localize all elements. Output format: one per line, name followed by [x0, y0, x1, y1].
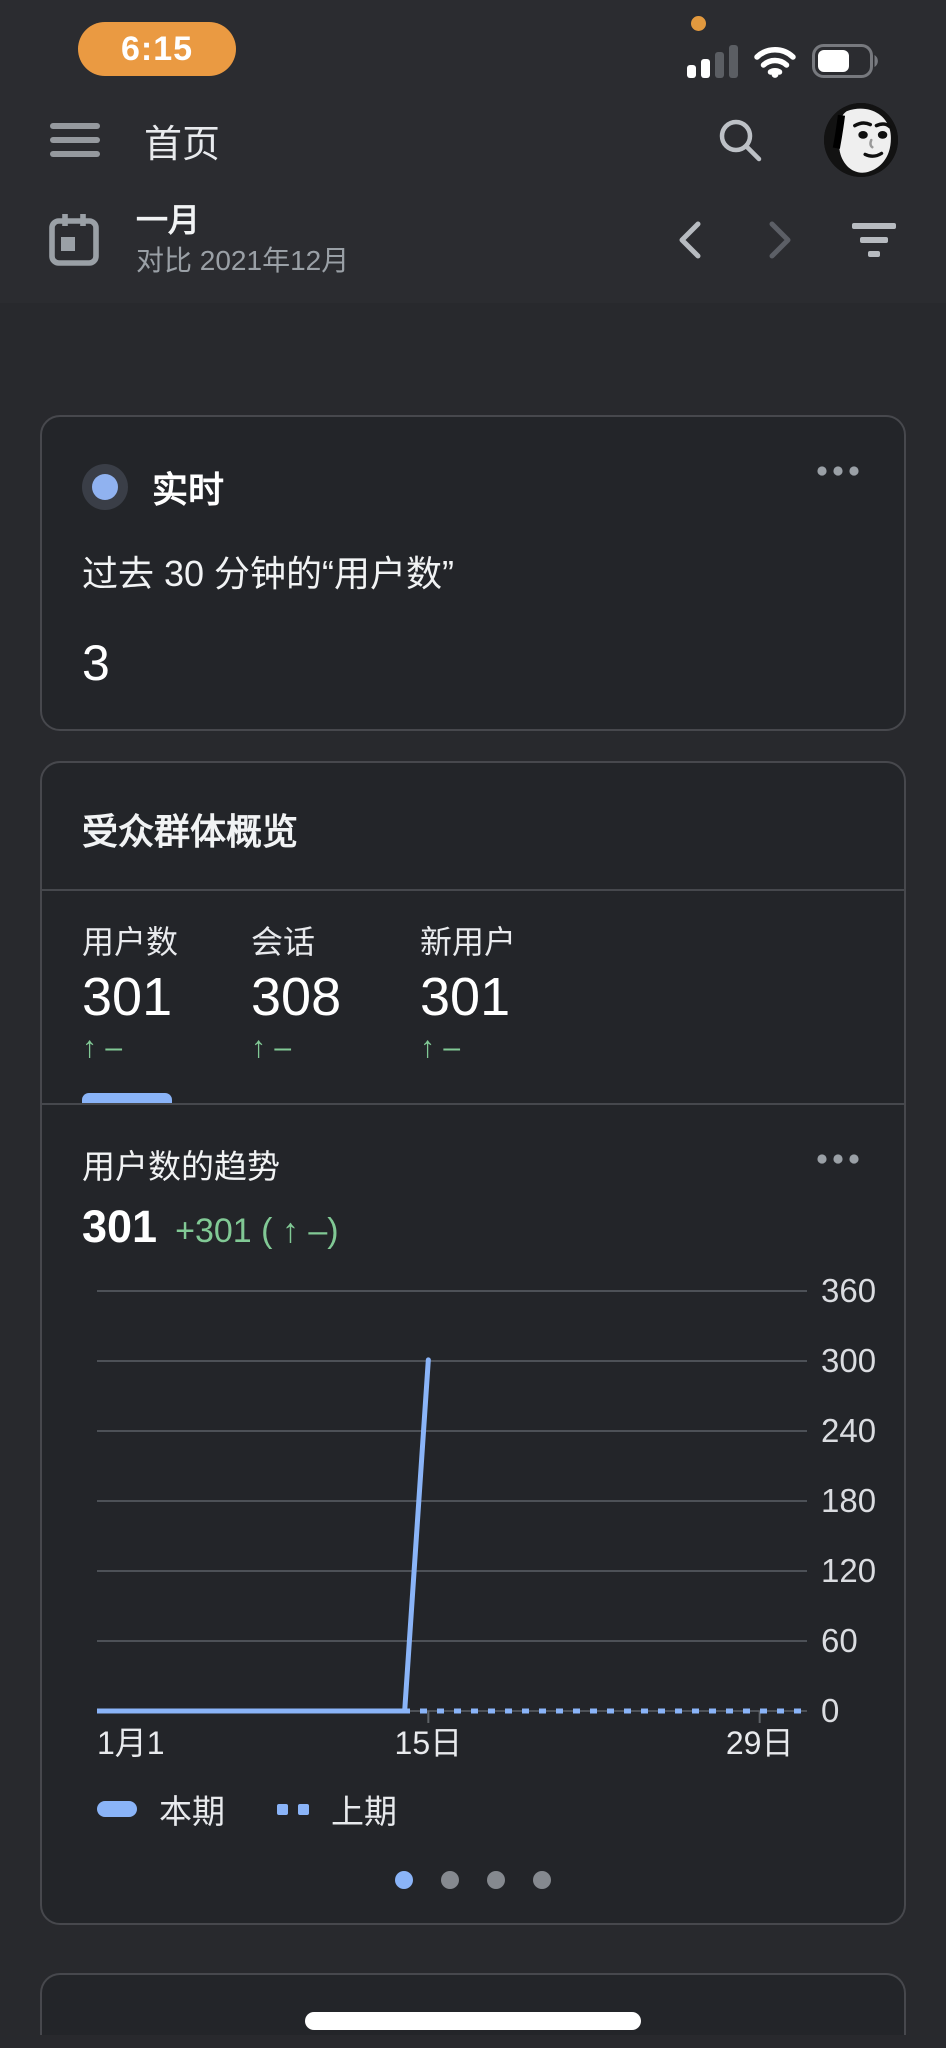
wifi-icon — [753, 45, 797, 78]
three-dots-icon — [817, 466, 859, 476]
status-bar: 6:15 — [0, 0, 946, 95]
next-period-button[interactable] — [760, 217, 800, 263]
y-axis-label: 180 — [821, 1482, 877, 1519]
three-dots-icon — [817, 1154, 859, 1164]
metric-value: 301 — [82, 967, 173, 1027]
calendar-icon — [49, 214, 99, 266]
legend-previous-period-swatch — [277, 1803, 309, 1815]
y-axis-label: 120 — [821, 1552, 877, 1589]
metric-label: 会话 — [251, 924, 316, 960]
realtime-value: 3 — [82, 635, 110, 691]
y-axis-label: 0 — [821, 1692, 840, 1729]
search-button[interactable] — [714, 114, 766, 166]
date-range-bar: 一月 对比 2021年12月 — [0, 185, 946, 303]
x-axis-label: 29日 — [725, 1725, 794, 1761]
legend-current-period-label: 本期 — [159, 1793, 225, 1830]
metric-delta: ↑ – — [420, 1031, 461, 1064]
metric-delta: ↑ – — [82, 1031, 123, 1064]
date-range-texts[interactable]: 一月 对比 2021年12月 — [136, 201, 349, 279]
date-comparison-label: 对比 2021年12月 — [136, 245, 350, 276]
metric-label: 用户数 — [82, 924, 179, 960]
realtime-title: 实时 — [152, 469, 225, 510]
line-chart-canvas — [97, 1290, 807, 1723]
metric-tabs: 用户数 301 ↑ – 会话 308 ↑ – 新用户 301 ↑ – — [42, 891, 904, 1105]
app-header: 首页 — [0, 95, 946, 185]
hamburger-menu-button[interactable] — [48, 119, 102, 161]
status-icons — [687, 42, 880, 78]
audience-overview-card: 受众群体概览 用户数 301 ↑ – 会话 308 ↑ – 新用户 301 ↑ … — [40, 761, 906, 1925]
x-axis-label: 1月1 — [97, 1725, 165, 1761]
y-axis-label: 60 — [821, 1622, 858, 1659]
metric-label: 新用户 — [420, 924, 517, 960]
realtime-pulse-icon — [82, 464, 128, 510]
pager-dot[interactable] — [533, 1871, 551, 1889]
legend-previous-period-label: 上期 — [331, 1793, 397, 1830]
pager-dot[interactable] — [441, 1871, 459, 1889]
page-title: 首页 — [144, 123, 221, 166]
y-axis-label: 360 — [821, 1272, 877, 1309]
realtime-subtitle: 过去 30 分钟的“用户数” — [82, 553, 455, 594]
y-axis-label: 300 — [821, 1342, 877, 1379]
avatar-face-image — [824, 103, 898, 177]
x-axis-label: 15日 — [394, 1725, 463, 1761]
battery-icon — [812, 44, 880, 78]
selected-tab-indicator — [82, 1093, 172, 1103]
chart-title: 用户数的趋势 — [82, 1148, 280, 1185]
filter-button[interactable] — [850, 219, 898, 261]
status-time-pill[interactable]: 6:15 — [78, 22, 236, 76]
date-controls — [670, 217, 898, 263]
top-bars: 6:15 — [0, 0, 946, 303]
metric-delta: ↑ – — [251, 1031, 292, 1064]
legend-current-period-swatch — [97, 1801, 137, 1817]
pager-dot[interactable] — [395, 1871, 413, 1889]
metric-value: 301 — [420, 967, 511, 1027]
realtime-overflow-menu-button[interactable] — [812, 461, 864, 481]
hamburger-icon — [50, 123, 100, 157]
pager-dot[interactable] — [487, 1871, 505, 1889]
filter-icon — [852, 223, 896, 257]
overview-card-title: 受众群体概览 — [42, 763, 904, 891]
metric-tab-new-users[interactable]: 新用户 301 ↑ – — [420, 925, 589, 1063]
search-icon — [719, 119, 762, 162]
metric-tab-sessions[interactable]: 会话 308 ↑ – — [251, 925, 420, 1063]
line-chart: 0 60 120 180 240 300 360 1月1 15日 29日 — [82, 1271, 876, 1761]
metric-value: 308 — [251, 967, 342, 1027]
previous-period-button[interactable] — [670, 217, 710, 263]
date-range-button[interactable] — [48, 212, 100, 268]
chart-legend: 本期 上期 — [97, 1785, 864, 1833]
home-indicator[interactable] — [305, 2012, 641, 2030]
status-time: 6:15 — [120, 29, 194, 68]
cellular-signal-icon — [687, 44, 738, 78]
chart-headline-value: 301 — [82, 1201, 158, 1252]
metric-tab-users[interactable]: 用户数 301 ↑ – — [82, 925, 251, 1063]
date-period-label: 一月 — [136, 202, 201, 238]
chevron-left-icon — [679, 221, 701, 259]
carousel-pager — [82, 1871, 864, 1889]
avatar[interactable] — [824, 103, 898, 177]
scroll-content: 实时 过去 30 分钟的“用户数” 3 受众群体概览 用户数 301 ↑ – 会… — [0, 415, 946, 2035]
y-axis-label: 240 — [821, 1412, 877, 1449]
chart-overflow-menu-button[interactable] — [812, 1149, 864, 1169]
realtime-card: 实时 过去 30 分钟的“用户数” 3 — [40, 415, 906, 731]
users-trend-section: 用户数的趋势 301 +301 ( ↑ –) 0 60 120 180 240 300 36… — [42, 1105, 904, 1923]
chevron-right-icon — [769, 221, 791, 259]
chart-headline-delta: +301 ( ↑ –) — [175, 1212, 339, 1250]
recording-indicator-dot — [691, 16, 706, 31]
